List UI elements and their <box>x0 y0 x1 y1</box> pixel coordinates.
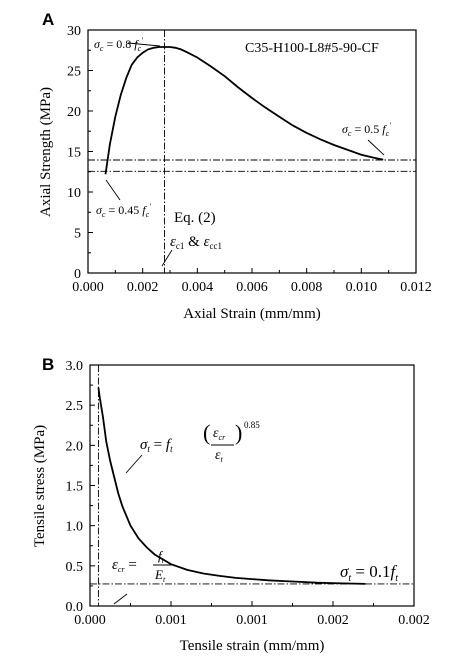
svg-text:): ) <box>235 420 242 445</box>
panel-a-x-axis-title: Axial Strain (mm/mm) <box>183 306 320 322</box>
svg-text:εcr: εcr <box>213 426 226 442</box>
panel-a-x-tick-label: 0.004 <box>182 280 214 295</box>
panel-b-y-tick-label: 1.5 <box>66 480 84 495</box>
svg-text:0.85: 0.85 <box>244 420 260 430</box>
panel-a: A 0.000 0.002 0.004 0.006 0.008 0.010 0.012 0 5 1… <box>38 10 432 322</box>
panel-a-y-tick-label: 30 <box>67 24 81 39</box>
panel-b: B 0.000 0.001 0.001 0.002 0.002 0.0 0.5 1.0 1.5 2… <box>32 355 430 654</box>
svg-text:ft: ft <box>158 548 165 565</box>
panel-b-crack-strain-arrow <box>113 593 128 605</box>
panel-b-ticks: 0.000 0.001 0.001 0.002 0.002 0.0 0.5 1.0 1.5 2.0… <box>66 359 430 628</box>
panel-a-plot-frame <box>87 29 417 274</box>
panel-a-ticks: 0.000 0.002 0.004 0.006 0.008 0.010 0.012 0 5 10 1… <box>67 24 432 295</box>
panel-a-strain-arrow <box>161 249 173 267</box>
panel-a-x-tick-label: 0.010 <box>346 280 378 295</box>
panel-b-y-tick-label: 2.5 <box>66 399 84 414</box>
panel-a-y-tick-label: 5 <box>74 227 81 242</box>
panel-a-tail-arrow <box>367 139 385 156</box>
panel-b-x-tick-label: 0.001 <box>236 613 268 628</box>
panel-b-y-tick-label: 1.0 <box>66 520 84 535</box>
panel-a-y-tick-label: 10 <box>67 186 81 201</box>
panel-b-x-tick-label: 0.002 <box>317 613 349 628</box>
svg-text:εt: εt <box>215 448 224 464</box>
panel-a-y-axis-title: Axial Strength (MPa) <box>38 87 54 217</box>
panel-b-letter: B <box>42 355 54 374</box>
panel-a-y-tick-label: 20 <box>67 105 81 120</box>
panel-a-equation-label: Eq. (2) <box>174 210 216 226</box>
panel-b-y-tick-label: 0.5 <box>66 560 84 575</box>
panel-b-y-tick-label: 3.0 <box>66 359 84 374</box>
panel-b-power-law-annotation: σt = ft ( εcr εt ) 0.85 <box>140 420 260 464</box>
panel-a-x-tick-label: 0.012 <box>400 280 432 295</box>
svg-text:εcr =: εcr = <box>112 557 137 574</box>
panel-a-y-tick-label: 0 <box>74 267 81 282</box>
panel-b-x-axis-title: Tensile strain (mm/mm) <box>180 638 325 654</box>
panel-a-reference-lines <box>88 30 416 273</box>
panel-a-x-tick-label: 0.008 <box>291 280 323 295</box>
panel-a-x-tick-label: 0.000 <box>72 280 104 295</box>
panel-b-x-tick-label: 0.002 <box>398 613 430 628</box>
svg-text:σt = ft: σt = ft <box>140 437 173 454</box>
panel-a-stress-strain-curve <box>104 46 384 175</box>
panel-a-x-tick-label: 0.002 <box>127 280 159 295</box>
svg-text:Et: Et <box>154 567 166 584</box>
panel-a-peak-arrow <box>127 42 161 47</box>
panel-b-tail-annotation: σt = 0.1ft <box>340 562 398 584</box>
panel-a-start-annotation: σc = 0.45 fc′ <box>96 202 151 219</box>
panel-b-y-tick-label: 0.0 <box>66 600 84 615</box>
panel-a-x-tick-label: 0.006 <box>236 280 268 295</box>
panel-a-start-arrow <box>105 179 121 201</box>
svg-text:(: ( <box>203 420 210 445</box>
panel-b-power-law-arrow <box>125 454 143 474</box>
panel-a-specimen-label: C35-H100-L8#5-90-CF <box>245 41 379 56</box>
panel-b-reference-lines <box>90 365 414 606</box>
panel-b-crack-strain-annotation: εcr = ft Et <box>112 548 172 584</box>
panel-a-y-tick-label: 15 <box>67 146 81 161</box>
panel-b-x-tick-label: 0.001 <box>155 613 187 628</box>
panel-a-letter: A <box>42 10 54 29</box>
panel-a-tail-annotation: σc = 0.5 fc′ <box>342 121 391 138</box>
panel-b-x-tick-label: 0.000 <box>74 613 106 628</box>
panel-a-y-tick-label: 25 <box>67 65 81 80</box>
panel-b-tension-softening-curve <box>97 387 366 585</box>
panel-a-strain-label: εc1 & εcc1 <box>170 234 222 251</box>
panel-b-y-tick-label: 2.0 <box>66 439 84 454</box>
panel-b-y-axis-title: Tensile stress (MPa) <box>32 425 48 547</box>
panel-a-peak-annotation: σc = 0.8 fc′ <box>94 36 143 53</box>
